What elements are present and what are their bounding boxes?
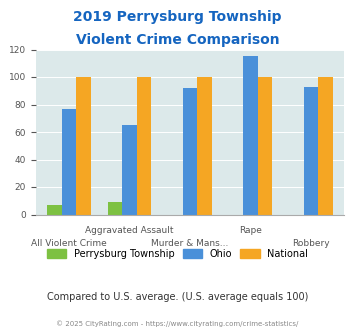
Bar [76, 77, 91, 214]
Text: All Violent Crime: All Violent Crime [31, 239, 107, 248]
Bar [243, 56, 258, 214]
Text: Aggravated Assault: Aggravated Assault [85, 226, 174, 235]
Text: Compared to U.S. average. (U.S. average equals 100): Compared to U.S. average. (U.S. average … [47, 292, 308, 302]
Bar [47, 205, 61, 215]
Bar [122, 125, 137, 214]
Bar [183, 88, 197, 214]
Text: Violent Crime Comparison: Violent Crime Comparison [76, 33, 279, 47]
Bar [137, 77, 151, 214]
Text: Murder & Mans...: Murder & Mans... [151, 239, 229, 248]
Bar [108, 202, 122, 215]
Text: Rape: Rape [239, 226, 262, 235]
Text: Robbery: Robbery [292, 239, 330, 248]
Bar [304, 86, 318, 214]
Bar [197, 77, 212, 214]
Text: 2019 Perrysburg Township: 2019 Perrysburg Township [73, 10, 282, 24]
Text: © 2025 CityRating.com - https://www.cityrating.com/crime-statistics/: © 2025 CityRating.com - https://www.city… [56, 320, 299, 327]
Legend: Perrysburg Township, Ohio, National: Perrysburg Township, Ohio, National [43, 245, 312, 262]
Bar [61, 109, 76, 214]
Bar [258, 77, 272, 214]
Bar [318, 77, 333, 214]
